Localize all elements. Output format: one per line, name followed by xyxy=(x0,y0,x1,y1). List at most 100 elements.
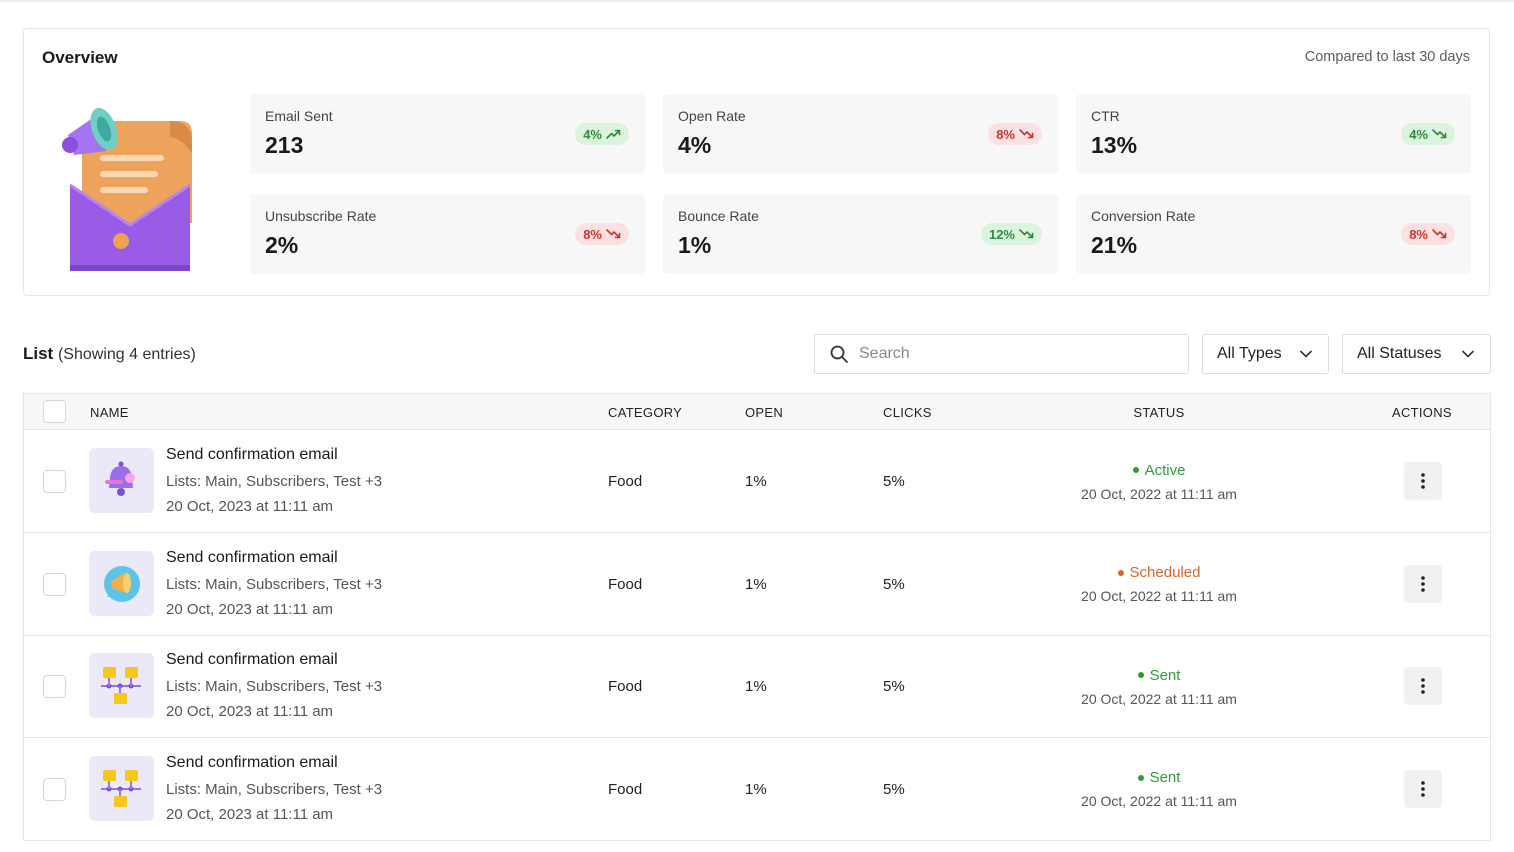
status-filter-dropdown[interactable]: All Statuses xyxy=(1342,334,1491,374)
entries-count: (Showing 4 entries) xyxy=(57,346,196,363)
status-filter-value: All Statuses xyxy=(1357,345,1442,362)
metric-value: 2% xyxy=(265,232,299,258)
clicks-cell: 5% xyxy=(883,678,905,695)
search-input[interactable] xyxy=(859,345,1159,363)
campaign-name[interactable]: Send confirmation email xyxy=(166,548,338,566)
campaign-table: NAME CATEGORY OPEN CLICKS STATUS ACTIONS… xyxy=(23,393,1491,841)
status-date: 20 Oct, 2022 at 11:11 am xyxy=(1081,588,1237,604)
overview-card: Overview Compared to last 30 days Email … xyxy=(23,28,1490,296)
metric-value: 1% xyxy=(678,232,712,258)
metric-change-value: 4% xyxy=(583,126,602,142)
campaign-thumbnail xyxy=(89,550,154,616)
metric-change-value: 12% xyxy=(988,226,1015,242)
status-badge: Scheduled xyxy=(1117,564,1200,581)
metric-label: Bounce Rate xyxy=(678,208,759,224)
status-date: 20 Oct, 2022 at 11:11 am xyxy=(1081,485,1237,502)
list-heading: List xyxy=(23,344,54,363)
search-icon xyxy=(830,345,848,363)
metric-change-value: 4% xyxy=(1409,126,1428,142)
type-filter-value: All Types xyxy=(1217,345,1282,362)
column-name[interactable]: NAME xyxy=(90,405,129,420)
campaign-lists: Lists: Main, Subscribers, Test +3 xyxy=(166,678,383,695)
metric-value: 213 xyxy=(265,132,304,158)
metric-change-value: 8% xyxy=(996,126,1015,142)
metric-change-value: 8% xyxy=(1409,226,1428,242)
category-cell: Food xyxy=(608,575,643,593)
campaign-lists: Lists: Main, Subscribers, Test +3 xyxy=(166,473,383,490)
bell-icon xyxy=(89,448,154,513)
envelope-megaphone-illustration xyxy=(60,93,200,277)
search-box[interactable] xyxy=(814,334,1189,374)
top-divider xyxy=(0,0,1514,2)
metric-value: 21% xyxy=(1091,232,1138,258)
column-category[interactable]: CATEGORY xyxy=(608,405,683,420)
trend-up-icon xyxy=(606,129,621,139)
row-actions-button[interactable] xyxy=(1404,462,1442,500)
campaign-lists: Lists: Main, Subscribers, Test +3 xyxy=(166,780,383,798)
open-cell: 1% xyxy=(745,575,767,593)
metric-change-badge: 4% xyxy=(575,123,629,145)
row-actions-button[interactable] xyxy=(1404,769,1442,808)
select-all-checkbox[interactable] xyxy=(43,400,66,423)
metric-label: Unsubscribe Rate xyxy=(265,208,377,224)
status-badge: Sent xyxy=(1137,666,1181,684)
trend-down-icon xyxy=(1019,129,1034,139)
status-date: 20 Oct, 2022 at 11:11 am xyxy=(1081,690,1237,707)
status-cell: Sent 20 Oct, 2022 at 11:11 am xyxy=(1044,768,1274,809)
campaign-name[interactable]: Send confirmation email xyxy=(166,446,338,463)
campaign-name[interactable]: Send confirmation email xyxy=(166,753,338,771)
row-checkbox[interactable] xyxy=(43,470,66,493)
status-cell: Active 20 Oct, 2022 at 11:11 am xyxy=(1044,460,1274,502)
chevron-down-icon xyxy=(1300,350,1312,358)
row-checkbox[interactable] xyxy=(43,777,66,801)
more-vertical-icon xyxy=(1421,473,1425,489)
trend-down-icon xyxy=(1019,229,1034,239)
status-label: Sent xyxy=(1149,666,1181,684)
status-badge: Sent xyxy=(1137,769,1181,786)
metric-label: Conversion Rate xyxy=(1091,208,1196,224)
type-filter-dropdown[interactable]: All Types xyxy=(1202,334,1329,374)
category-cell: Food xyxy=(608,780,643,798)
table-row[interactable]: Send confirmation email Lists: Main, Subs… xyxy=(24,738,1490,841)
row-checkbox[interactable] xyxy=(43,572,66,596)
metric-change-badge: 8% xyxy=(988,123,1042,145)
column-open[interactable]: OPEN xyxy=(745,405,784,420)
campaign-date: 20 Oct, 2023 at 11:11 am xyxy=(166,805,334,823)
row-actions-button[interactable] xyxy=(1404,564,1442,603)
status-label: Sent xyxy=(1149,769,1181,786)
column-actions: ACTIONS xyxy=(1392,405,1452,420)
row-actions-button[interactable] xyxy=(1404,667,1442,705)
campaign-lists: Lists: Main, Subscribers, Test +3 xyxy=(166,575,383,593)
table-row[interactable]: Send confirmation email Lists: Main, Subs… xyxy=(24,635,1490,738)
status-dot xyxy=(1132,467,1139,473)
clicks-cell: 5% xyxy=(883,473,905,490)
metric-value: 4% xyxy=(678,132,712,158)
row-checkbox[interactable] xyxy=(43,675,66,698)
open-cell: 1% xyxy=(745,678,767,695)
list-title: List (Showing 4 entries) xyxy=(23,344,196,364)
metric-card-ctr: CTR 13% 4% xyxy=(1076,94,1471,174)
status-dot xyxy=(1137,672,1144,678)
status-date: 20 Oct, 2022 at 11:11 am xyxy=(1081,793,1237,809)
metric-card-email-sent: Email Sent 213 4% xyxy=(250,94,645,174)
metric-card-unsubscribe-rate: Unsubscribe Rate 2% 8% xyxy=(250,194,645,274)
status-label: Active xyxy=(1144,461,1186,479)
comparison-period: Compared to last 30 days xyxy=(1304,49,1470,65)
metric-card-bounce-rate: Bounce Rate 1% 12% xyxy=(663,194,1058,274)
workflow-icon xyxy=(89,755,154,821)
metric-change-badge: 12% xyxy=(980,223,1042,245)
campaign-name[interactable]: Send confirmation email xyxy=(166,651,338,668)
status-dot xyxy=(1137,774,1144,781)
metric-value: 13% xyxy=(1091,132,1138,158)
more-vertical-icon xyxy=(1421,678,1425,694)
clicks-cell: 5% xyxy=(883,575,905,593)
workflow-icon xyxy=(89,653,154,718)
clicks-cell: 5% xyxy=(883,780,905,798)
table-row[interactable]: Send confirmation email Lists: Main, Subs… xyxy=(24,533,1490,636)
column-status[interactable]: STATUS xyxy=(1133,405,1185,420)
campaign-date: 20 Oct, 2023 at 11:11 am xyxy=(166,498,334,515)
status-badge: Active xyxy=(1132,461,1186,479)
table-row[interactable]: Send confirmation email Lists: Main, Subs… xyxy=(24,430,1490,533)
more-vertical-icon xyxy=(1421,780,1425,797)
column-clicks[interactable]: CLICKS xyxy=(883,405,932,420)
